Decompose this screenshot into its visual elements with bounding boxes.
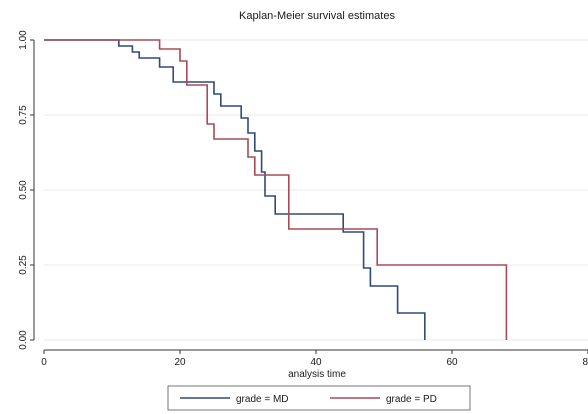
legend: grade = MD grade = PD [167, 385, 471, 411]
y-tick-label-3: 0.75 [18, 105, 29, 125]
x-tick-label-0: 0 [41, 357, 47, 368]
y-tick-label-4: 1.00 [18, 30, 29, 50]
x-tick-label-3: 60 [446, 357, 458, 368]
x-tick-label-1: 20 [174, 357, 186, 368]
legend-label-pd: grade = PD [386, 394, 437, 405]
series-line-pd [44, 39, 508, 340]
legend-label-md: grade = MD [236, 394, 289, 405]
y-tick-label-2: 0.50 [18, 180, 29, 200]
y-tick-label-0: 0.00 [18, 330, 29, 350]
x-axis-label: analysis time [288, 369, 346, 380]
series-line-md [44, 39, 426, 340]
x-tick-label-2: 40 [310, 357, 322, 368]
axes-layer: 0.00 0.25 0.50 0.75 1.00 0 20 40 60 80 [18, 30, 588, 368]
y-tick-label-1: 0.25 [18, 255, 29, 275]
x-tick-label-4: 80 [582, 357, 588, 368]
chart-title: Kaplan-Meier survival estimates [239, 10, 395, 22]
series-layer [44, 39, 508, 340]
